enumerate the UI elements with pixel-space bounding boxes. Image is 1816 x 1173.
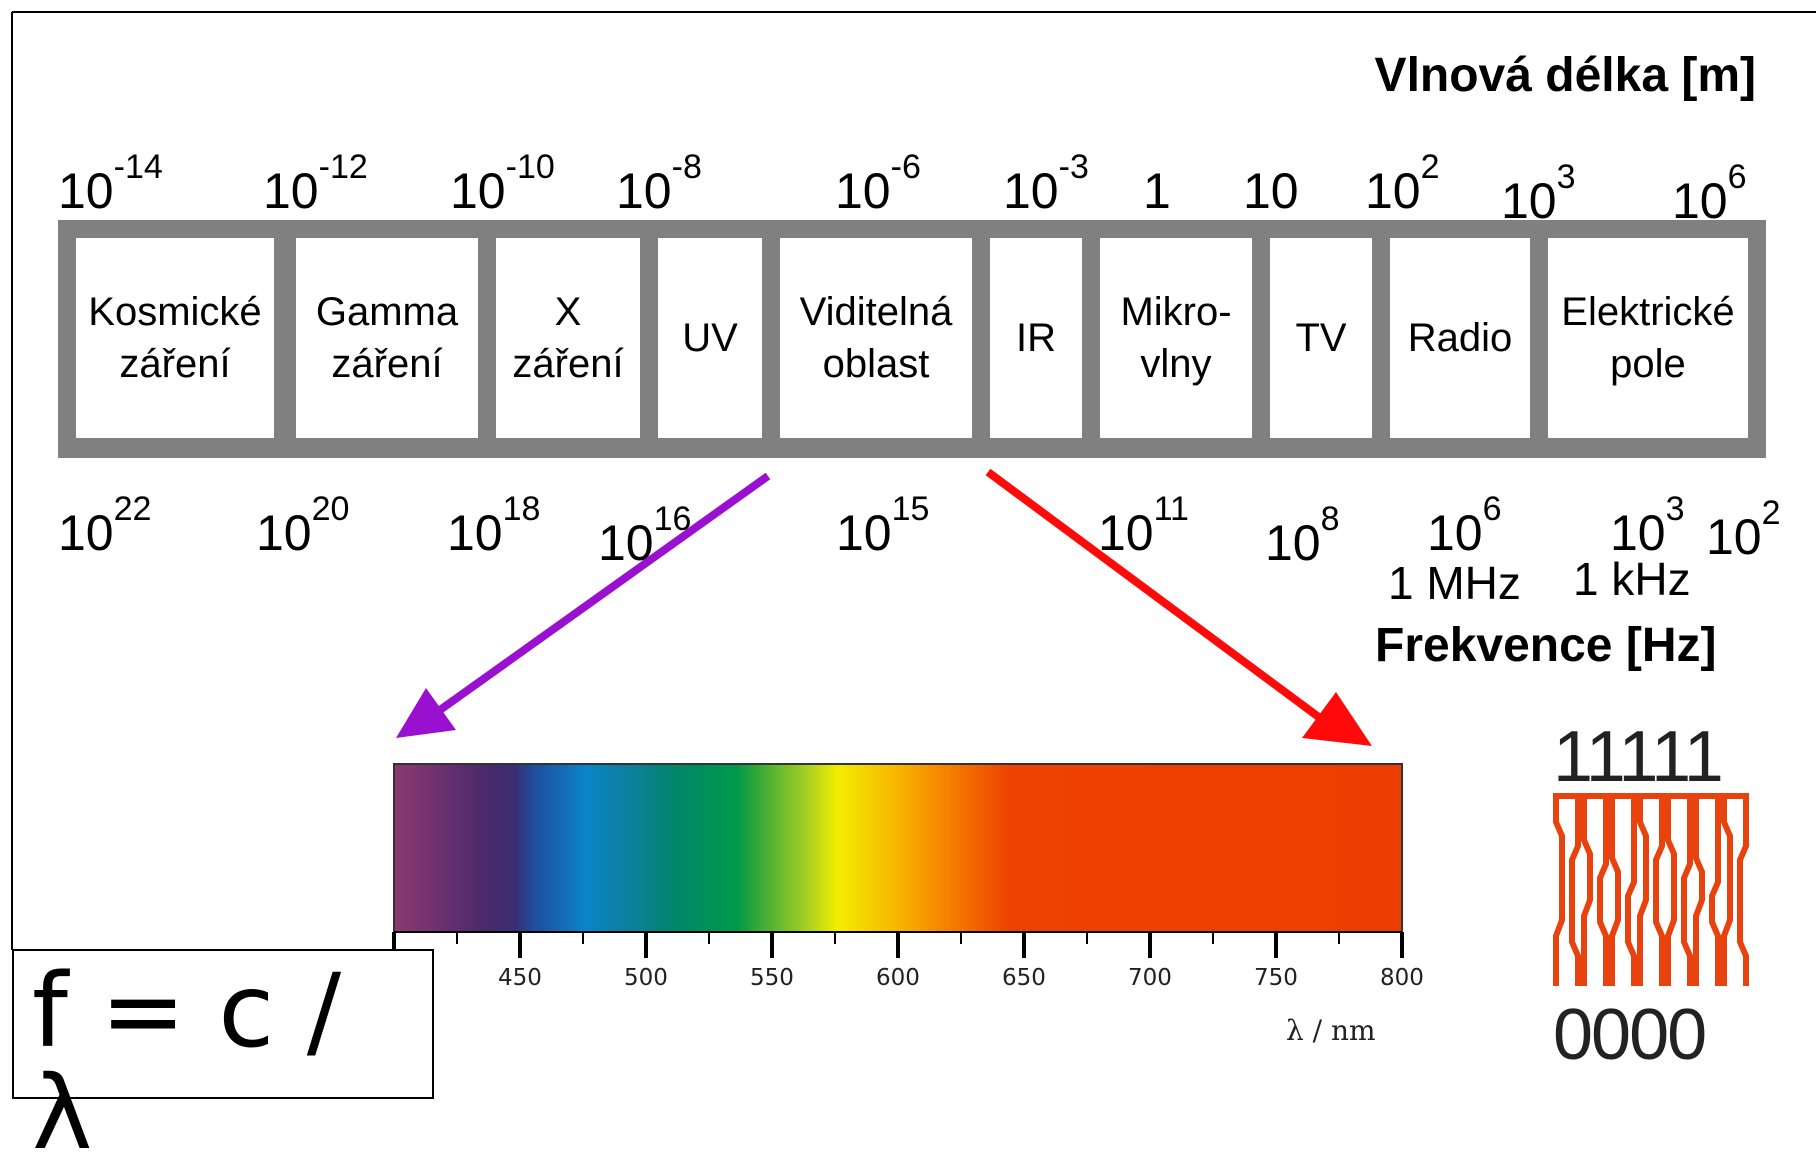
visible-spectrum <box>392 763 1404 958</box>
band-label: Mikro- vlny <box>1120 290 1232 386</box>
spectrum-diagram: Vlnová délka [m] 10-14 10-12 10-10 10-8 10-6… <box>11 11 1816 1165</box>
signal-pulse <box>1553 793 1581 986</box>
signal-pulse <box>1693 793 1721 986</box>
spectrum-bar <box>393 763 1403 933</box>
band-label: Viditelná oblast <box>799 290 953 386</box>
wavelength-tick: 10-12 <box>263 148 368 219</box>
frequency-tick: 1022 <box>58 490 152 561</box>
frequency-axis-label: Frekvence [Hz] <box>1375 619 1717 672</box>
band-label: Kosmické záření <box>88 290 262 386</box>
frequency-tick: 1016 <box>598 500 692 571</box>
band-cell: Gamma záření <box>296 238 478 438</box>
wavelength-tick: 10-10 <box>450 148 555 219</box>
band-cell: Radio <box>1390 238 1530 438</box>
band-label: Radio <box>1407 316 1513 360</box>
frequency-tick: 1020 <box>256 490 350 561</box>
frequency-tick: 1011 <box>1098 490 1189 561</box>
wavelength-tick: 106 <box>1672 158 1747 229</box>
wavelength-tick: 102 <box>1365 148 1440 219</box>
frequency-tick: 1018 <box>447 490 541 561</box>
band-cell: Mikro- vlny <box>1100 238 1252 438</box>
spectrum-tick-label: 450 <box>498 965 542 991</box>
frequency-tick: 103 <box>1610 490 1685 561</box>
wavelength-axis-label: Vlnová délka [m] <box>1374 49 1756 102</box>
frequency-tick: 1015 <box>836 490 930 561</box>
frequency-tick: 102 <box>1706 494 1781 565</box>
formula-box: f = c / λ <box>12 949 434 1165</box>
band-cell: UV <box>658 238 762 438</box>
wavelength-tick: 1 <box>1143 163 1171 219</box>
violet-arrowhead <box>396 688 456 738</box>
signal-pulse <box>1581 793 1609 986</box>
spectrum-axis-label: λ / nm <box>1286 1014 1376 1047</box>
low-bits-label: 0000 <box>1553 995 1707 1075</box>
band-cell: TV <box>1270 238 1372 438</box>
zoom-arrows <box>396 468 1372 746</box>
spectrum-tick-label: 700 <box>1128 965 1172 991</box>
wavelength-tick: 10-3 <box>1003 148 1089 219</box>
spectrum-tick-label: 500 <box>624 965 668 991</box>
formula-text: f = c / λ <box>32 952 342 1173</box>
spectrum-tick-label: 750 <box>1254 965 1298 991</box>
band-label: Elektrické pole <box>1561 290 1735 386</box>
band-label: IR <box>1016 316 1056 360</box>
band-label: Gamma záření <box>315 290 459 386</box>
red-arrowhead <box>1302 692 1372 746</box>
wavelength-tick: 10-8 <box>616 148 702 219</box>
spectrum-tick-label: 600 <box>876 965 920 991</box>
wavelength-tick: 103 <box>1501 158 1576 229</box>
spectrum-tick-label: 650 <box>1002 965 1046 991</box>
band-label: X záření <box>512 290 624 386</box>
band-cell: Elektrické pole <box>1548 238 1748 438</box>
wavelength-tick: 10-14 <box>58 148 163 219</box>
signal-pulse <box>1665 793 1693 986</box>
spectrum-tick-label: 550 <box>750 965 794 991</box>
band-label: TV <box>1295 316 1347 360</box>
mhz-label: 1 MHz <box>1388 557 1521 609</box>
wavelength-tick: 10-6 <box>835 148 921 219</box>
wavelength-tick: 10 <box>1243 163 1299 219</box>
frequency-tick: 108 <box>1265 500 1340 571</box>
signal-pulse <box>1721 793 1749 986</box>
band-cell: Viditelná oblast <box>780 238 972 438</box>
violet-arrow <box>437 472 771 714</box>
outer-frame <box>11 11 1816 950</box>
band-cell: X záření <box>496 238 640 438</box>
red-arrow <box>985 468 1323 722</box>
band-cell: Kosmické záření <box>76 238 274 438</box>
khz-label: 1 kHz <box>1573 553 1691 605</box>
digital-signal-waveform <box>1553 793 1749 986</box>
band-cell: IR <box>990 238 1082 438</box>
signal-pulse <box>1637 793 1665 986</box>
signal-pulse <box>1609 793 1637 986</box>
spectrum-tick-label: 800 <box>1380 965 1424 991</box>
frequency-tick: 106 <box>1427 490 1502 561</box>
high-bits-label: 11111 <box>1553 717 1724 797</box>
band-label: UV <box>682 316 738 360</box>
